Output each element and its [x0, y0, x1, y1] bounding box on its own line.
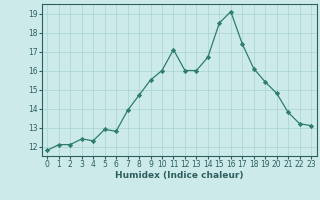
X-axis label: Humidex (Indice chaleur): Humidex (Indice chaleur)	[115, 171, 244, 180]
